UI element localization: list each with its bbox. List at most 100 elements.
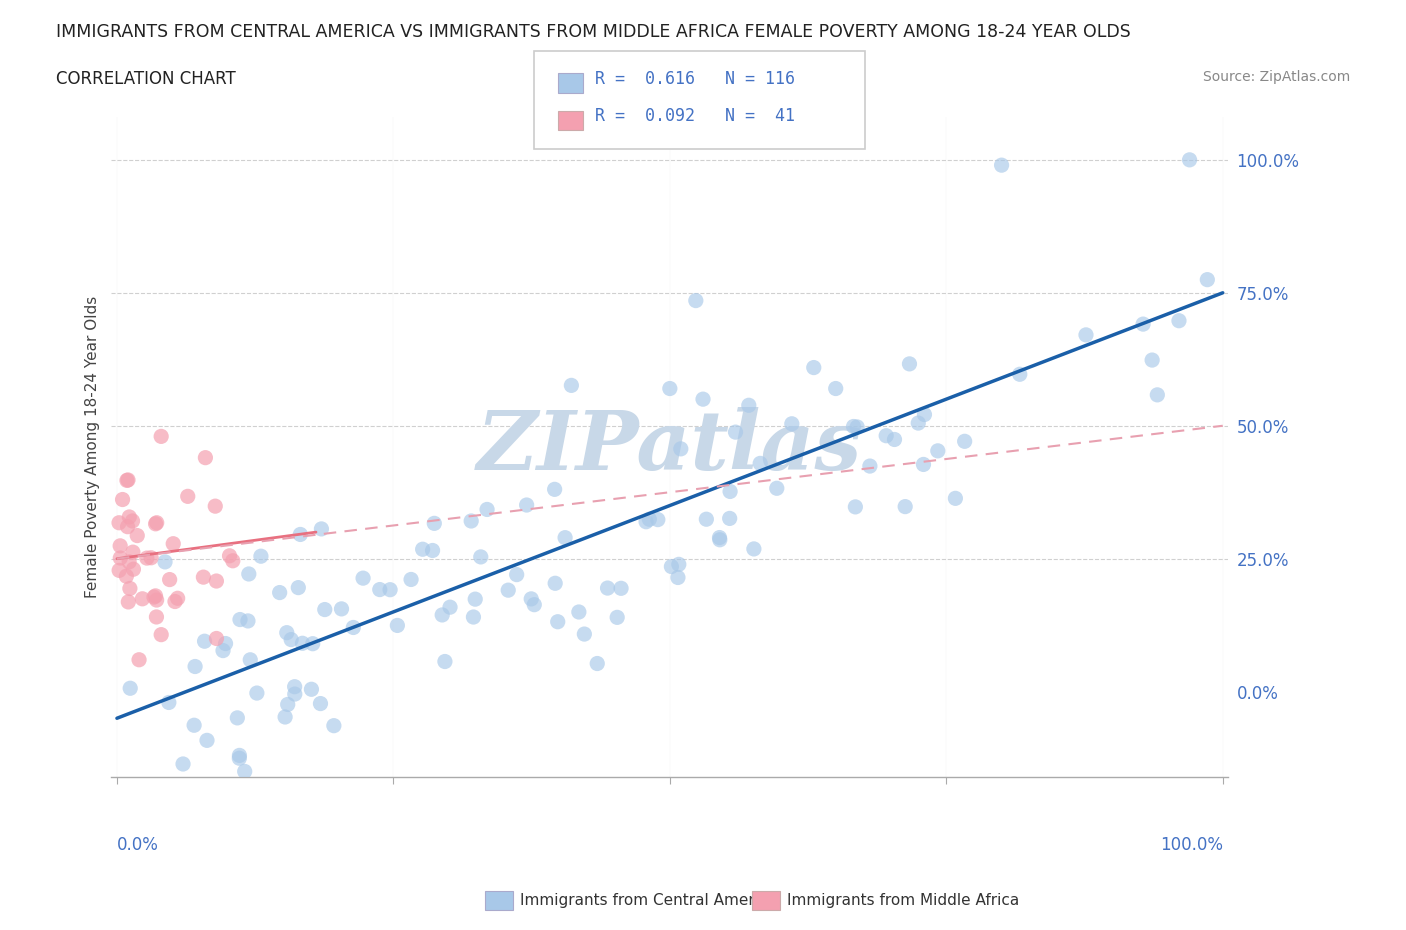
Point	[859, 458, 882, 473]
Point	[516, 498, 538, 512]
Point	[205, 574, 228, 589]
Point	[301, 636, 323, 651]
Point	[378, 582, 401, 597]
Point	[277, 697, 299, 711]
Point	[1140, 352, 1163, 367]
Point	[145, 515, 167, 530]
Point	[291, 636, 314, 651]
Point	[342, 620, 364, 635]
Point	[638, 512, 661, 526]
Point	[143, 590, 166, 604]
Point	[463, 609, 485, 624]
Point	[322, 718, 344, 733]
Point	[610, 581, 633, 596]
Point	[117, 472, 139, 487]
Point	[422, 543, 444, 558]
Text: R =  0.616   N = 116: R = 0.616 N = 116	[595, 70, 794, 88]
Point	[523, 597, 546, 612]
Text: CORRELATION CHART: CORRELATION CHART	[56, 70, 236, 87]
Text: 0.0%: 0.0%	[117, 836, 159, 854]
Point	[399, 572, 422, 587]
Point	[122, 562, 145, 577]
Point	[118, 581, 141, 596]
Point	[229, 612, 252, 627]
Point	[183, 718, 205, 733]
Point	[709, 532, 731, 547]
Point	[115, 473, 138, 488]
Point	[222, 553, 245, 568]
Point	[274, 710, 297, 724]
Point	[193, 633, 215, 648]
Point	[666, 570, 689, 585]
Point	[695, 512, 717, 526]
Point	[554, 530, 576, 545]
Point	[145, 516, 167, 531]
Point	[214, 636, 236, 651]
Point	[724, 425, 747, 440]
Point	[118, 510, 141, 525]
Point	[131, 591, 153, 606]
Point	[470, 550, 492, 565]
Point	[301, 682, 323, 697]
Point	[606, 610, 628, 625]
Point	[287, 580, 309, 595]
Point	[150, 429, 173, 444]
Text: 100.0%: 100.0%	[1160, 836, 1223, 854]
Point	[846, 419, 869, 434]
Point	[709, 530, 731, 545]
Point	[228, 751, 250, 765]
Point	[927, 444, 949, 458]
Point	[668, 557, 690, 572]
Point	[432, 607, 454, 622]
Point	[1168, 313, 1191, 328]
Point	[547, 615, 569, 630]
Point	[352, 571, 374, 586]
Text: Immigrants from Central America: Immigrants from Central America	[520, 893, 778, 908]
Point	[685, 293, 707, 308]
Point	[460, 513, 482, 528]
Point	[1146, 388, 1168, 403]
Point	[464, 591, 486, 606]
Point	[145, 589, 167, 604]
Point	[330, 602, 353, 617]
Point	[803, 360, 825, 375]
Point	[543, 482, 565, 497]
Point	[120, 681, 142, 696]
Point	[108, 563, 131, 578]
Text: ZIPatlas: ZIPatlas	[477, 407, 863, 487]
Point	[368, 582, 391, 597]
Point	[166, 591, 188, 605]
Text: IMMIGRANTS FROM CENTRAL AMERICA VS IMMIGRANTS FROM MIDDLE AFRICA FEMALE POVERTY : IMMIGRANTS FROM CENTRAL AMERICA VS IMMIG…	[56, 23, 1130, 41]
Point	[568, 604, 591, 619]
Point	[117, 594, 139, 609]
Point	[765, 481, 787, 496]
Point	[1074, 327, 1097, 342]
Point	[115, 569, 138, 584]
Text: Immigrants from Middle Africa: Immigrants from Middle Africa	[787, 893, 1019, 908]
Point	[162, 537, 184, 551]
Point	[163, 594, 186, 609]
Point	[110, 551, 132, 565]
Point	[122, 545, 145, 560]
Point	[647, 512, 669, 527]
Point	[883, 432, 905, 447]
Text: Source: ZipAtlas.com: Source: ZipAtlas.com	[1202, 70, 1350, 84]
Point	[246, 685, 269, 700]
Y-axis label: Female Poverty Among 18-24 Year Olds: Female Poverty Among 18-24 Year Olds	[86, 296, 100, 598]
Point	[898, 356, 921, 371]
Point	[118, 554, 141, 569]
Point	[236, 614, 259, 629]
Point	[284, 686, 307, 701]
Point	[749, 456, 772, 471]
Point	[157, 695, 180, 710]
Point	[204, 498, 226, 513]
Point	[560, 378, 582, 392]
Point	[233, 764, 256, 778]
Point	[520, 591, 543, 606]
Point	[718, 511, 741, 525]
Point	[844, 499, 866, 514]
Text: R =  0.092   N =  41: R = 0.092 N = 41	[595, 107, 794, 126]
Point	[269, 585, 291, 600]
Point	[145, 609, 167, 624]
Point	[108, 538, 131, 553]
